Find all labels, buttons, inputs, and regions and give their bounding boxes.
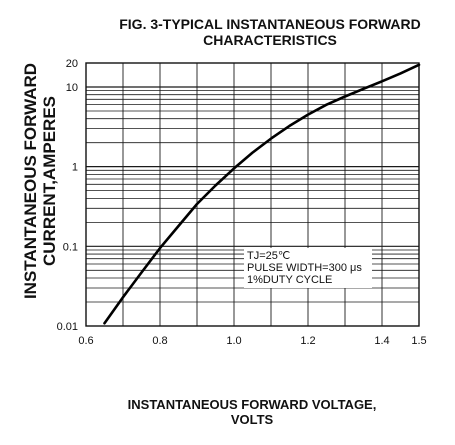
y-tick-label: 20 bbox=[66, 58, 78, 70]
legend-text-line-2: PULSE WIDTH=300 μs bbox=[247, 262, 362, 274]
x-tick-label: 1.2 bbox=[300, 335, 315, 347]
series-line-1 bbox=[103, 63, 421, 325]
y-tick-label: 1 bbox=[72, 162, 78, 174]
y-tick-label: 10 bbox=[66, 82, 78, 94]
x-axis-label-group: INSTANTANEOUS FORWARD VOLTAGE,VOLTS bbox=[128, 397, 377, 427]
series-group bbox=[103, 63, 421, 325]
x-tick-label: 1.0 bbox=[226, 335, 241, 347]
x-tick-label: 0.8 bbox=[152, 335, 167, 347]
x-tick-labels-group: 0.6 0.8 1.0 1.2 1.4 1.5 bbox=[78, 335, 426, 347]
x-tick-label: 0.6 bbox=[78, 335, 93, 347]
y-tick-labels-group: 0.01 0.1 1 10 20 bbox=[57, 58, 78, 333]
x-axis-label-line-1: INSTANTANEOUS FORWARD VOLTAGE, bbox=[128, 397, 377, 412]
legend-text-line-3: 1%DUTY CYCLE bbox=[247, 274, 332, 286]
chart-title-group: FIG. 3-TYPICAL INSTANTANEOUS FORWARDCHAR… bbox=[119, 16, 421, 48]
plot-frame-group bbox=[85, 62, 420, 327]
y-axis-label-group: INSTANTANEOUS FORWARD CURRENT,AMPERES bbox=[21, 63, 59, 299]
x-tick-label: 1.4 bbox=[374, 335, 389, 347]
y-tick-label: 0.1 bbox=[63, 241, 78, 253]
x-tick-label: 1.5 bbox=[411, 335, 426, 347]
legend-text-line-1: TJ=25℃ bbox=[247, 250, 290, 262]
y-axis-label-line-1: INSTANTANEOUS FORWARD bbox=[21, 63, 40, 299]
chart-title-line-2: CHARACTERISTICS bbox=[203, 32, 337, 48]
y-tick-label: 0.01 bbox=[57, 321, 78, 333]
plot-frame bbox=[85, 62, 420, 327]
chart-title-line-1: FIG. 3-TYPICAL INSTANTANEOUS FORWARD bbox=[119, 16, 421, 32]
x-axis-label-line-2: VOLTS bbox=[231, 412, 274, 427]
legend-box bbox=[244, 248, 372, 288]
y-axis-label-line-2: CURRENT,AMPERES bbox=[40, 96, 59, 266]
